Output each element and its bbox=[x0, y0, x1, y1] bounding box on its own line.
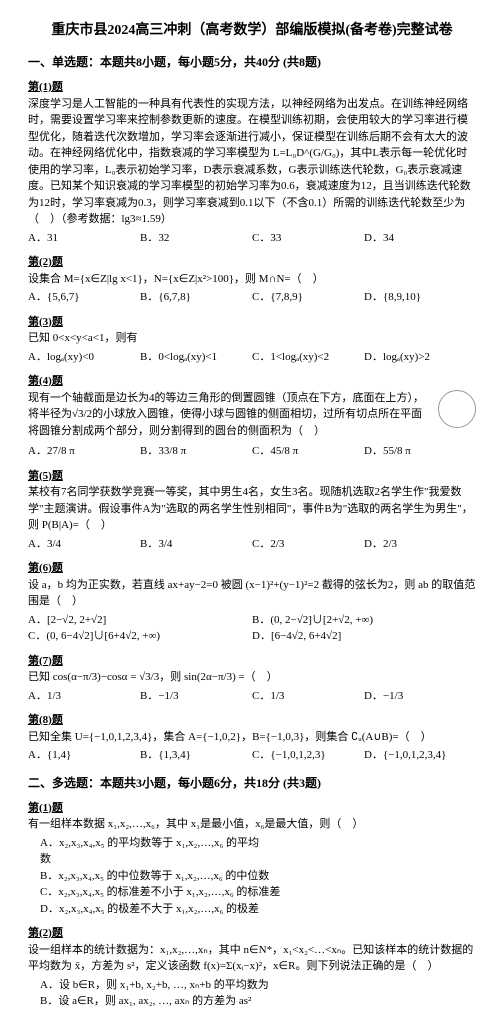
q7-opt-b: B．−1/3 bbox=[140, 688, 252, 705]
s2q2-opt-a: A．设 b∈R，则 x₁+b, x₂+b, …, xₙ+b 的平均数为 bbox=[40, 977, 488, 994]
q5-opt-c: C．2/3 bbox=[252, 536, 364, 553]
q6-opt-c: C．(0, 6−4√2]∪[6+4√2, +∞) bbox=[28, 628, 252, 645]
exam-title: 重庆市县2024高三冲刺（高考数学）部编版模拟(备考卷)完整试卷 bbox=[28, 20, 476, 41]
q1-options: A．31 B．32 C．33 D．34 bbox=[28, 230, 476, 247]
q5-options: A．3/4 B．3/4 C．2/3 D．2/3 bbox=[28, 536, 476, 553]
q3-opt-c: C．1<logₐ(xy)<2 bbox=[252, 349, 364, 366]
q4-label: 第(4)题 bbox=[28, 373, 476, 390]
q8-opt-c: C．{−1,0,1,2,3} bbox=[252, 747, 364, 764]
q4-options: A．27/8 π B．33/8 π C．45/8 π D．55/8 π bbox=[28, 443, 476, 460]
q2-opt-a: A．{5,6,7} bbox=[28, 289, 140, 306]
q2-opt-b: B．{6,7,8} bbox=[140, 289, 252, 306]
q6-options: A．[2−√2, 2+√2] B．(0, 2−√2]∪[2+√2, +∞) C．… bbox=[28, 612, 476, 645]
q6-body: 设 a，b 均为正实数，若直线 ax+ay−2=0 被圆 (x−1)²+(y−1… bbox=[28, 577, 476, 610]
q7-label: 第(7)题 bbox=[28, 653, 476, 670]
q8-opt-b: B．{1,3,4} bbox=[140, 747, 252, 764]
q1-label: 第(1)题 bbox=[28, 79, 476, 96]
q7-opt-a: A．1/3 bbox=[28, 688, 140, 705]
q4-figure-icon bbox=[438, 390, 476, 428]
q4-opt-a: A．27/8 π bbox=[28, 443, 140, 460]
s2q1-label: 第(1)题 bbox=[28, 800, 476, 817]
q6-opt-d: D．[6−4√2, 6+4√2] bbox=[252, 628, 476, 645]
q5-opt-b: B．3/4 bbox=[140, 536, 252, 553]
q3-label: 第(3)题 bbox=[28, 314, 476, 331]
q1-opt-d: D．34 bbox=[364, 230, 476, 247]
q7-options: A．1/3 B．−1/3 C．1/3 D．−1/3 bbox=[28, 688, 476, 705]
q1-body: 深度学习是人工智能的一种具有代表性的实现方法，以神经网络为出发点。在训练神经网络… bbox=[28, 96, 476, 228]
q4-body: 现有一个轴截面是边长为4的等边三角形的倒置圆锥（顶点在下方，底面在上方），将半径… bbox=[28, 390, 476, 440]
q7-body: 已知 cos(α−π/3)−cosα = √3/3，则 sin(2α−π/3) … bbox=[28, 669, 476, 686]
q6-label: 第(6)题 bbox=[28, 560, 476, 577]
q4-opt-b: B．33/8 π bbox=[140, 443, 252, 460]
q8-opt-a: A．{1,4} bbox=[28, 747, 140, 764]
q2-body: 设集合 M={x∈Z|lg x<1}，N={x∈Z|x²>100}，则 M∩N=… bbox=[28, 271, 476, 288]
q8-opt-d: D．{−1,0,1,2,3,4} bbox=[364, 747, 476, 764]
q2-options: A．{5,6,7} B．{6,7,8} C．{7,8,9} D．{8,9,10} bbox=[28, 289, 476, 306]
s2q1-options: A．x₂,x₃,x₄,x₅ 的平均数等于 x₁,x₂,…,x₆ 的平均数 B．x… bbox=[28, 835, 476, 918]
q6-opt-a: A．[2−√2, 2+√2] bbox=[28, 612, 252, 629]
q1-opt-b: B．32 bbox=[140, 230, 252, 247]
section-2-header: 二、多选题：本题共3小题，每小题6分，共18分 (共3题) bbox=[28, 774, 476, 792]
s2q1-opt-c: C．x₂,x₃,x₄,x₅ 的标准差不小于 x₁,x₂,…,x₆ 的标准差 bbox=[40, 884, 488, 901]
q7-opt-d: D．−1/3 bbox=[364, 688, 476, 705]
q7-opt-c: C．1/3 bbox=[252, 688, 364, 705]
s2q2-opt-b: B．设 a∈R，则 ax₁, ax₂, …, axₙ 的方差为 as² bbox=[40, 993, 488, 1010]
q2-label: 第(2)题 bbox=[28, 254, 476, 271]
q1-opt-a: A．31 bbox=[28, 230, 140, 247]
q5-opt-a: A．3/4 bbox=[28, 536, 140, 553]
q4-opt-d: D．55/8 π bbox=[364, 443, 476, 460]
q3-opt-d: D．logₐ(xy)>2 bbox=[364, 349, 476, 366]
q3-options: A．logₐ(xy)<0 B．0<logₐ(xy)<1 C．1<logₐ(xy)… bbox=[28, 349, 476, 366]
q5-label: 第(5)题 bbox=[28, 468, 476, 485]
s2q2-label: 第(2)题 bbox=[28, 925, 476, 942]
q8-body: 已知全集 U={−1,0,1,2,3,4}，集合 A={−1,0,2}，B={−… bbox=[28, 729, 476, 746]
s2q1-opt-b: B．x₂,x₃,x₄,x₅ 的中位数等于 x₁,x₂,…,x₆ 的中位数 bbox=[40, 868, 488, 885]
q3-body: 已知 0<x<y<a<1，则有 bbox=[28, 330, 476, 347]
s2q1-body: 有一组样本数据 x₁,x₂,…,x₆，其中 x₁是最小值，x₆是最大值，则（ ） bbox=[28, 816, 476, 833]
s2q1-opt-a: A．x₂,x₃,x₄,x₅ 的平均数等于 x₁,x₂,…,x₆ 的平均数 bbox=[40, 835, 264, 868]
q1-opt-c: C．33 bbox=[252, 230, 364, 247]
q4-opt-c: C．45/8 π bbox=[252, 443, 364, 460]
s2q1-opt-d: D．x₂,x₃,x₄,x₅ 的极差不大于 x₁,x₂,…,x₆ 的极差 bbox=[40, 901, 488, 918]
q8-options: A．{1,4} B．{1,3,4} C．{−1,0,1,2,3} D．{−1,0… bbox=[28, 747, 476, 764]
s2q2-options: A．设 b∈R，则 x₁+b, x₂+b, …, xₙ+b 的平均数为 B．设 … bbox=[28, 977, 476, 1010]
section-1-header: 一、单选题：本题共8小题，每小题5分，共40分 (共8题) bbox=[28, 53, 476, 71]
q8-label: 第(8)题 bbox=[28, 712, 476, 729]
q2-opt-d: D．{8,9,10} bbox=[364, 289, 476, 306]
q3-opt-b: B．0<logₐ(xy)<1 bbox=[140, 349, 252, 366]
q3-opt-a: A．logₐ(xy)<0 bbox=[28, 349, 140, 366]
q5-opt-d: D．2/3 bbox=[364, 536, 476, 553]
q5-body: 某校有7名同学获数学竞赛一等奖，其中男生4名，女生3名。现随机选取2名学生作"我… bbox=[28, 484, 476, 534]
q6-opt-b: B．(0, 2−√2]∪[2+√2, +∞) bbox=[252, 612, 476, 629]
s2q2-body: 设一组样本的统计数据为：x₁,x₂,…,xₙ，其中 n∈N*，x₁<x₂<…<x… bbox=[28, 942, 476, 975]
q2-opt-c: C．{7,8,9} bbox=[252, 289, 364, 306]
